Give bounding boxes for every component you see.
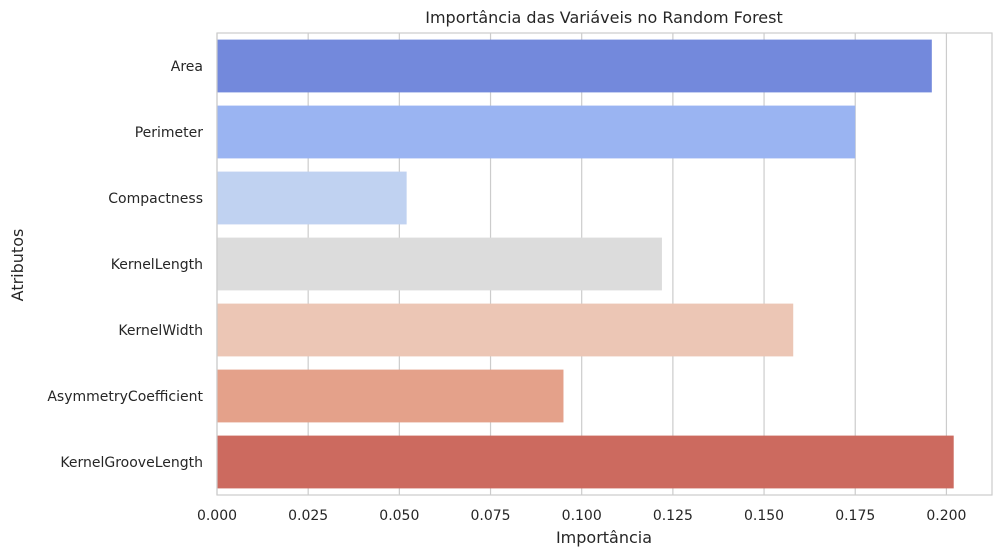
x-tick-label: 0.050 (379, 508, 419, 524)
x-tick-label: 0.200 (926, 508, 966, 524)
bars (217, 39, 954, 489)
x-tick-label: 0.075 (470, 508, 510, 524)
y-tick-label: KernelLength (111, 257, 203, 273)
y-tick-label: Area (171, 59, 203, 75)
bar-area (217, 39, 932, 93)
y-tick-label: AsymmetryCoefficient (47, 389, 203, 405)
x-tick-label: 0.025 (288, 508, 328, 524)
axes-frame (216, 32, 993, 496)
x-tick-label: 0.125 (653, 508, 693, 524)
y-tick-labels: Area Perimeter Compactness KernelLength Kern… (47, 59, 203, 471)
bar-asymmetrycoefficient (217, 369, 564, 423)
y-axis-title: Atributos (8, 229, 27, 302)
x-tick-label: 0.175 (835, 508, 875, 524)
bar-perimeter (217, 105, 856, 159)
bar-kernellength (217, 237, 662, 291)
y-tick-label: KernelWidth (118, 323, 203, 339)
chart-title: Importância das Variáveis no Random Fore… (425, 8, 783, 27)
y-tick-label: KernelGrooveLength (60, 455, 203, 471)
bar-kernelgroovelength (217, 435, 954, 489)
x-tick-labels: 0.000 0.025 0.050 0.075 0.100 0.125 0.150 0.175… (197, 508, 967, 524)
x-tick-label: 0.150 (744, 508, 784, 524)
y-tick-label: Compactness (108, 191, 203, 207)
x-tick-label: 0.100 (562, 508, 602, 524)
bar-kernelwidth (217, 303, 794, 357)
x-tick-label: 0.000 (197, 508, 237, 524)
y-tick-label: Perimeter (135, 125, 204, 141)
x-axis-title: Importância (556, 528, 652, 547)
bar-compactness (217, 171, 407, 225)
